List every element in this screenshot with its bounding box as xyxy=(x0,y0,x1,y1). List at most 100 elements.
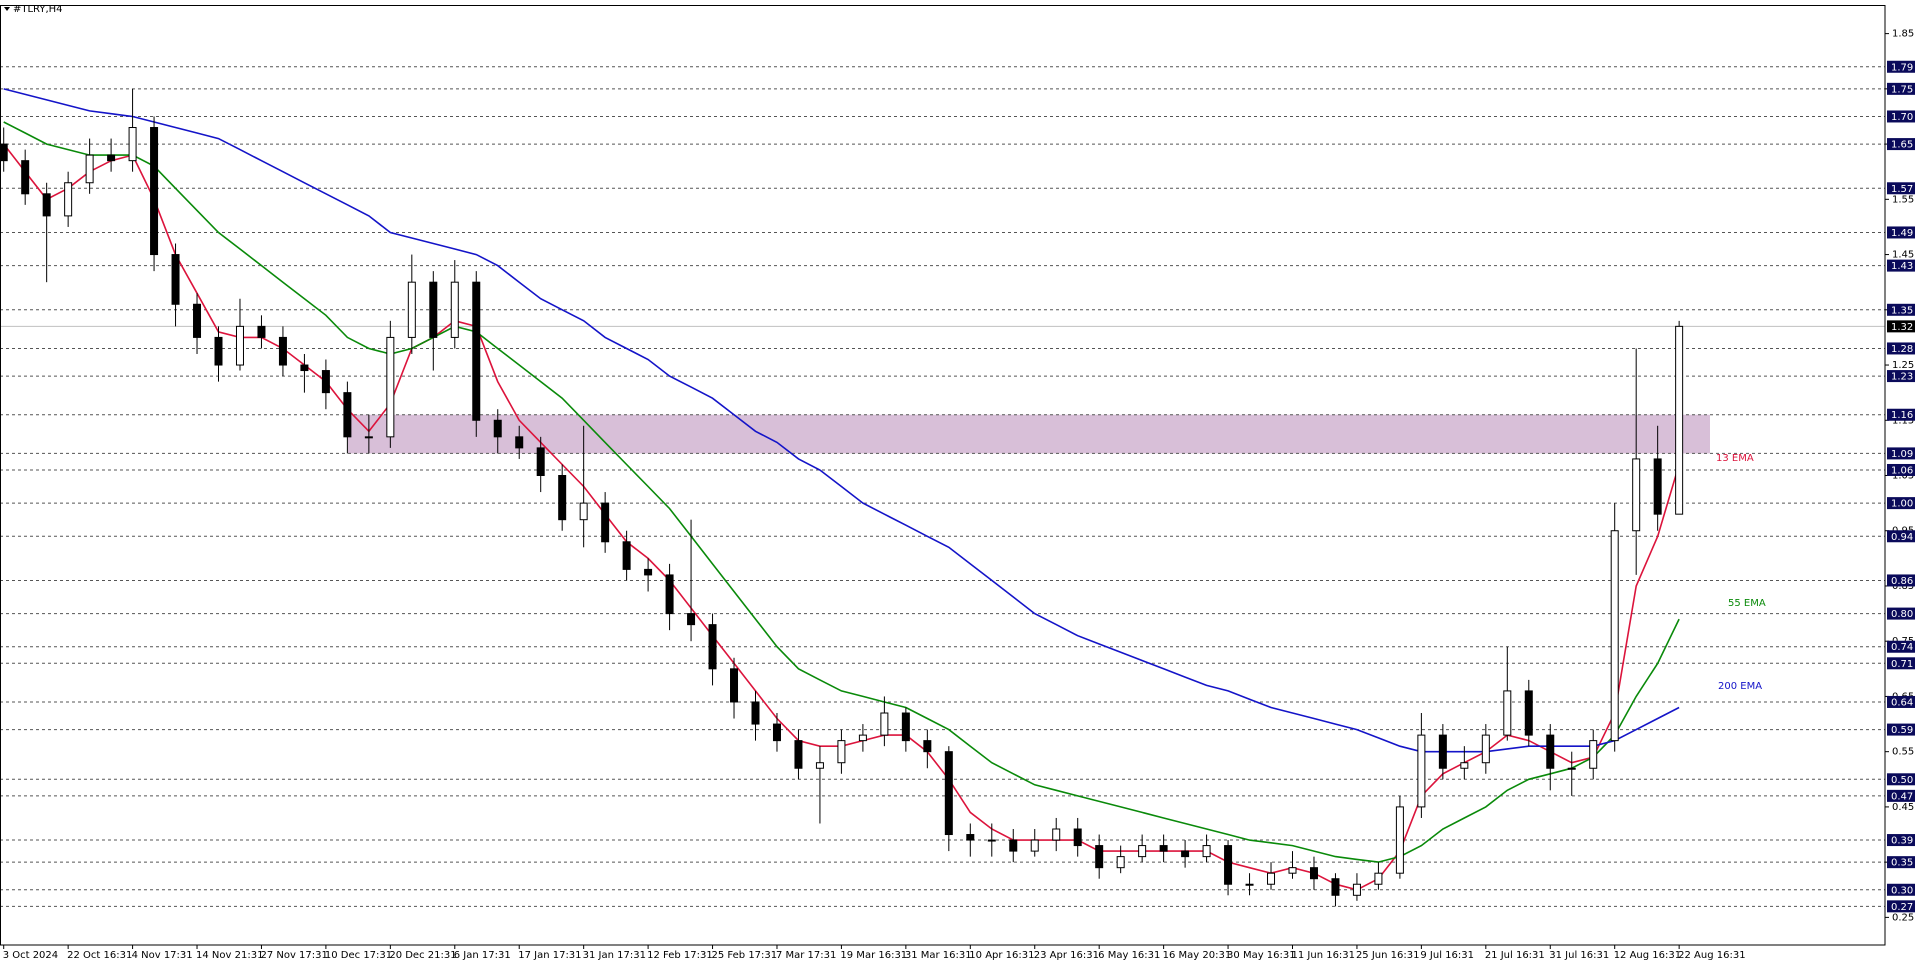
y-tick-label: 0.55 xyxy=(1892,747,1914,758)
x-tick-label: 10 Apr 16:31 xyxy=(969,950,1034,961)
level-label-box xyxy=(1887,110,1915,123)
candle-body xyxy=(235,325,244,366)
level-label-box xyxy=(1887,856,1915,869)
x-tick-label: 17 Jan 17:31 xyxy=(518,950,581,961)
level-label: 1.49 xyxy=(1891,228,1913,239)
candle-body xyxy=(837,740,846,764)
ema-label: 55 EMA xyxy=(1728,598,1766,609)
candle-body xyxy=(1224,845,1233,885)
level-label: 1.23 xyxy=(1891,372,1913,383)
candle-body xyxy=(1138,845,1147,858)
x-tick-label: 25 Jun 16:31 xyxy=(1356,950,1420,961)
candle-body xyxy=(901,712,910,742)
level-label-box xyxy=(1887,883,1915,896)
x-tick-label: 12 Aug 16:31 xyxy=(1614,950,1681,961)
candle-body xyxy=(1309,867,1318,880)
candle-body xyxy=(708,624,717,670)
candle-body xyxy=(278,336,287,366)
candle-body xyxy=(1546,734,1555,769)
level-label-box xyxy=(1887,607,1915,620)
candle-body xyxy=(257,325,266,338)
level-label-box xyxy=(1887,303,1915,316)
level-label: 1.28 xyxy=(1891,344,1913,355)
candle-body xyxy=(1073,828,1082,847)
current-price-label: 1.32 xyxy=(1891,322,1913,333)
candle-body xyxy=(1202,845,1211,858)
candle-body xyxy=(21,160,30,195)
level-label-box xyxy=(1887,900,1915,913)
candle-body xyxy=(687,613,696,626)
x-tick-label: 19 Mar 16:31 xyxy=(840,950,907,961)
level-label: 0.50 xyxy=(1891,775,1913,786)
candle-body xyxy=(364,436,373,439)
y-tick-label: 1.15 xyxy=(1892,415,1914,426)
x-tick-label: 31 Jul 16:31 xyxy=(1549,950,1609,961)
x-tick-label: 22 Oct 16:31 xyxy=(67,950,132,961)
candle-body xyxy=(1374,872,1383,885)
level-label: 1.09 xyxy=(1891,449,1913,460)
x-tick-label: 7 Mar 17:31 xyxy=(776,950,836,961)
level-label: 0.94 xyxy=(1891,532,1913,543)
candle-body xyxy=(1159,845,1168,852)
level-label-box xyxy=(1887,342,1915,355)
candle-body xyxy=(429,281,438,338)
candle-body xyxy=(1395,806,1404,874)
x-tick-label: 6 Jan 17:31 xyxy=(454,950,511,961)
x-tick-label: 14 Nov 21:31 xyxy=(196,950,263,961)
x-tick-label: 10 Dec 17:31 xyxy=(325,950,392,961)
x-tick-label: 23 Apr 16:31 xyxy=(1034,950,1099,961)
level-label-box xyxy=(1887,408,1915,421)
candle-body xyxy=(1052,828,1061,841)
ema-label: 200 EMA xyxy=(1718,681,1762,692)
candle-body xyxy=(321,370,330,394)
level-label: 1.65 xyxy=(1891,140,1913,151)
candle-body xyxy=(1288,867,1297,874)
level-label: 1.75 xyxy=(1891,84,1913,95)
candle-body xyxy=(858,734,867,742)
candle-body xyxy=(1610,530,1619,742)
candle-body xyxy=(579,502,588,521)
level-label: 0.59 xyxy=(1891,725,1913,736)
level-label: 0.47 xyxy=(1891,791,1913,802)
candle-body xyxy=(730,668,739,703)
x-tick-label: 21 Jul 16:31 xyxy=(1485,950,1545,961)
candle-body xyxy=(150,127,159,256)
candle-body xyxy=(1481,734,1490,764)
candle-body xyxy=(171,254,180,305)
candle-body xyxy=(1632,458,1641,532)
candle-body xyxy=(1417,734,1426,808)
level-label: 1.79 xyxy=(1891,62,1913,73)
level-label: 0.30 xyxy=(1891,885,1913,896)
candle-body xyxy=(1116,856,1125,869)
candle-body xyxy=(536,447,545,477)
current-price-box xyxy=(1887,320,1915,333)
level-label-box xyxy=(1887,259,1915,272)
ema-label: 13 EMA xyxy=(1716,453,1754,464)
candle-body xyxy=(64,182,73,217)
candle-body xyxy=(515,436,524,449)
candle-body xyxy=(665,574,674,615)
candle-body xyxy=(1009,839,1018,852)
y-tick-label: 0.25 xyxy=(1892,912,1914,923)
candle-body xyxy=(1438,734,1447,769)
chart-title: #TLRY,H4 xyxy=(13,4,63,15)
level-label-box xyxy=(1887,60,1915,73)
level-label: 1.43 xyxy=(1891,261,1913,272)
candle-body xyxy=(772,723,781,742)
candle-body xyxy=(1675,325,1684,515)
candle-body xyxy=(794,740,803,769)
candle-body xyxy=(450,281,459,338)
level-label-box xyxy=(1887,530,1915,543)
candle-body xyxy=(107,154,116,162)
candle-body xyxy=(1331,878,1340,896)
level-label: 1.70 xyxy=(1891,112,1913,123)
level-label-box xyxy=(1887,82,1915,95)
x-tick-label: 25 Feb 17:31 xyxy=(712,950,778,961)
level-label: 1.00 xyxy=(1891,499,1913,510)
level-label-box xyxy=(1887,226,1915,239)
level-label-box xyxy=(1887,182,1915,195)
x-tick-label: 31 Jan 17:31 xyxy=(583,950,646,961)
candle-body xyxy=(343,392,352,438)
